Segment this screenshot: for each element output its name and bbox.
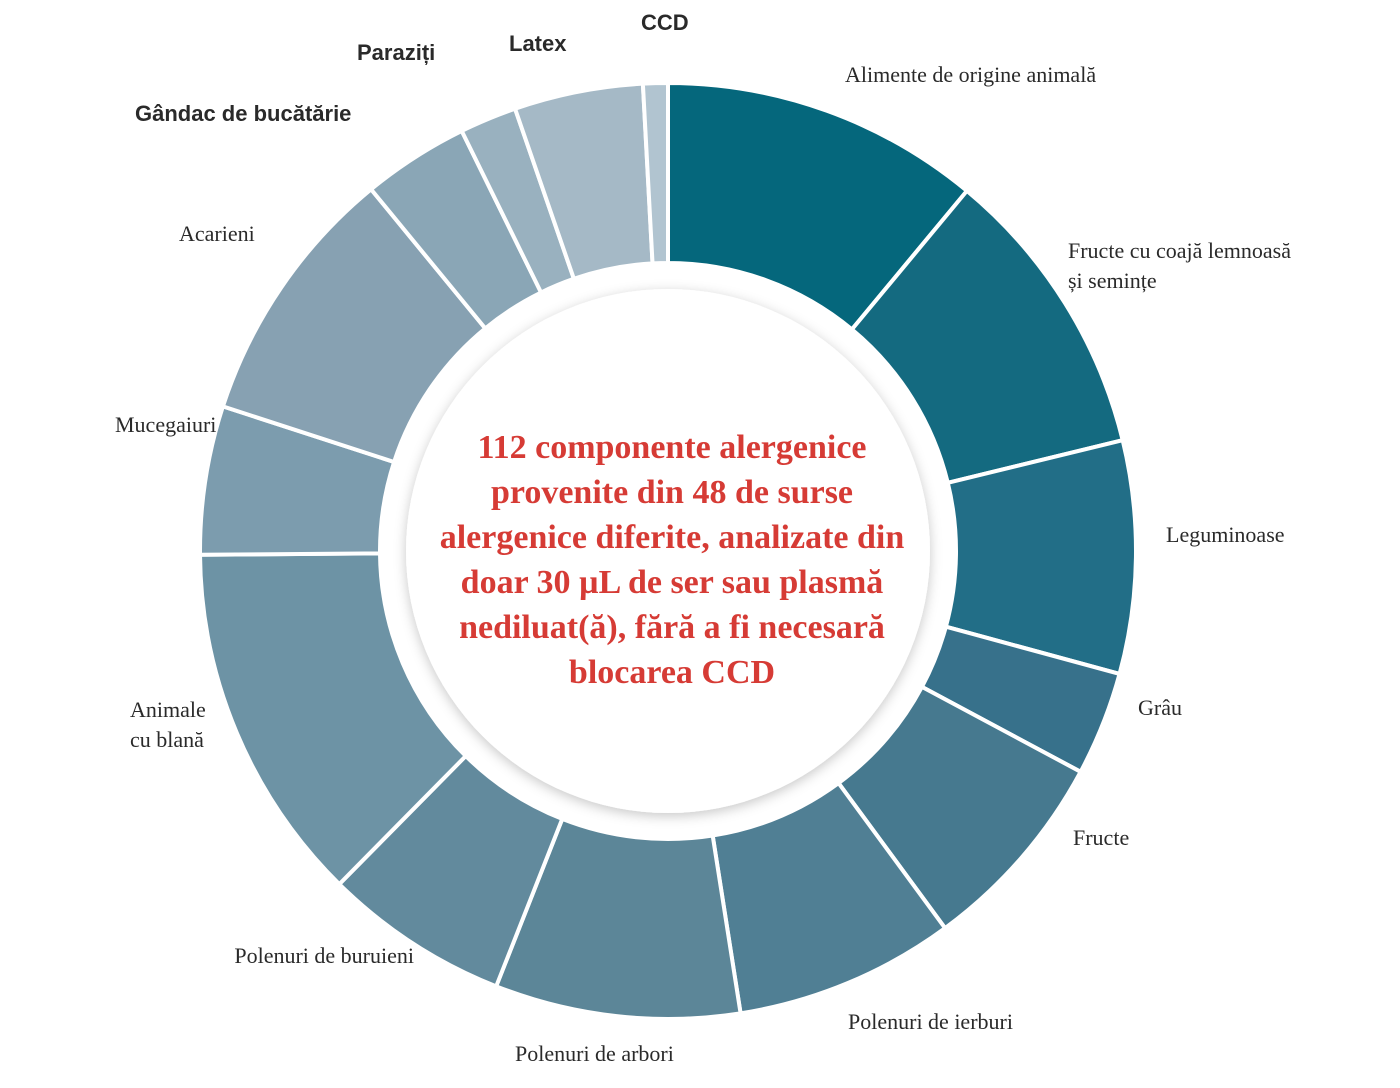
slice-labels: Alimente de origine animală Fructe cu coa… <box>115 10 1291 1066</box>
donut-slices <box>197 80 1138 1021</box>
label-fructe-cu-coaja-lemnoasa-si-seminte: Fructe cu coajă lemnoasă și semințe <box>1068 238 1291 293</box>
center-text: 112 componente alergenice provenite din … <box>439 429 905 691</box>
label-acarieni: Acarieni <box>179 221 255 246</box>
slice-ccd <box>640 80 670 266</box>
label-animale-cu-blana: Animale cu blană <box>130 697 206 752</box>
label-latex: Latex <box>509 31 567 56</box>
label-polenuri-de-arbori: Polenuri de arbori <box>515 1041 674 1066</box>
label-mucegaiuri: Mucegaiuri <box>115 412 216 437</box>
label-alimente-de-origine-animala: Alimente de origine animală <box>845 62 1096 87</box>
label-polenuri-de-buruieni: Polenuri de buruieni <box>234 943 414 968</box>
label-gandac-de-bucatarie: Gândac de bucătărie <box>135 101 351 126</box>
donut-hole <box>406 289 930 813</box>
label-grau: Grâu <box>1138 695 1182 720</box>
label-polenuri-de-ierburi: Polenuri de ierburi <box>848 1009 1013 1034</box>
slice-animale-cu-blana <box>197 551 469 887</box>
label-ccd: CCD <box>641 10 689 35</box>
label-fructe: Fructe <box>1073 825 1129 850</box>
label-leguminoase: Leguminoase <box>1166 522 1285 547</box>
label-paraziti: Paraziți <box>357 40 435 65</box>
